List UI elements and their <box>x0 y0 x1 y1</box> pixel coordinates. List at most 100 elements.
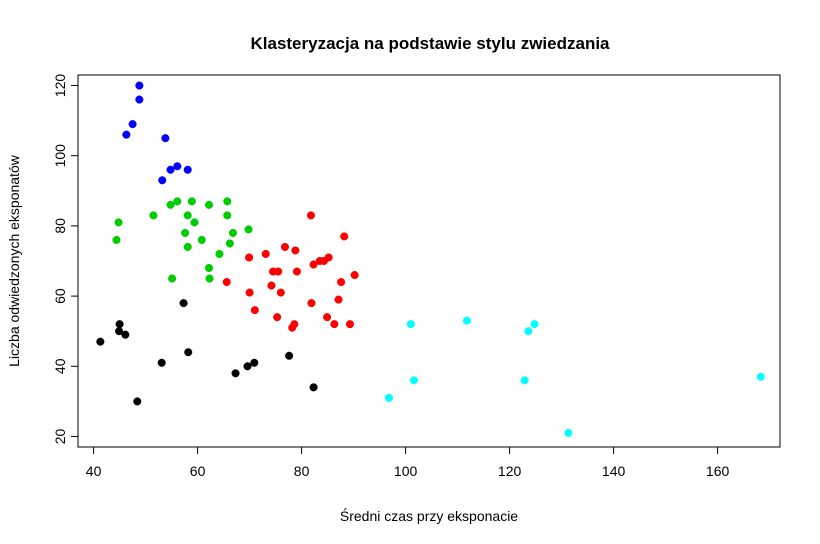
data-point <box>319 256 329 266</box>
data-point <box>564 428 573 438</box>
data-point <box>244 225 253 234</box>
data-point <box>340 232 349 241</box>
data-point <box>330 320 339 329</box>
data-point <box>204 200 214 209</box>
x-axis-label: Średni czas przy eksponacie <box>340 507 518 524</box>
x-axis: 40 60 80 100 120 140 160 <box>86 446 730 479</box>
data-point <box>245 288 254 297</box>
data-point <box>524 327 533 336</box>
data-point <box>288 323 297 332</box>
data-point <box>183 211 192 220</box>
data-point <box>267 281 276 290</box>
data-point <box>530 320 539 329</box>
data-point <box>406 320 415 329</box>
data-point <box>223 211 232 220</box>
data-point <box>204 263 214 273</box>
data-point <box>276 288 285 297</box>
data-point <box>215 249 224 259</box>
x-tick-label: 160 <box>706 463 730 479</box>
data-point <box>122 130 131 139</box>
data-point <box>181 228 190 237</box>
data-point <box>334 295 343 304</box>
chart-title: Klasteryzacja na podstawie stylu zwiedza… <box>250 34 610 53</box>
x-tick-label: 40 <box>86 463 102 479</box>
data-point <box>135 95 144 104</box>
data-point <box>250 306 259 315</box>
data-point <box>280 242 290 252</box>
data-point <box>115 320 124 329</box>
data-point <box>166 200 175 209</box>
data-point <box>309 383 318 392</box>
data-point <box>112 235 121 244</box>
cluster-1-points <box>122 81 192 185</box>
data-point <box>337 278 346 287</box>
data-point <box>135 81 144 90</box>
data-point <box>245 253 254 262</box>
y-tick-label: 120 <box>52 74 68 98</box>
y-tick-label: 40 <box>52 358 68 374</box>
data-point <box>231 369 240 378</box>
data-point <box>115 327 124 336</box>
data-point <box>273 313 282 322</box>
y-axis: 20 40 60 80 100 120 <box>52 74 79 444</box>
data-point <box>187 197 196 206</box>
data-point <box>223 197 232 206</box>
y-tick-label: 60 <box>52 288 68 304</box>
data-point <box>274 267 283 276</box>
data-point <box>462 316 472 325</box>
data-point <box>350 270 359 280</box>
data-point <box>225 239 234 248</box>
data-point <box>157 358 166 367</box>
cluster-3-points <box>222 211 359 332</box>
data-point <box>228 228 238 237</box>
data-point <box>306 211 316 220</box>
data-point <box>149 211 158 220</box>
data-point <box>222 278 231 287</box>
data-point <box>409 376 418 385</box>
data-point <box>168 274 177 283</box>
plot-frame <box>77 74 781 448</box>
data-point <box>520 376 529 385</box>
data-point <box>292 267 301 276</box>
data-point <box>184 348 193 357</box>
data-point <box>756 372 765 381</box>
data-point <box>161 134 170 143</box>
cluster-5-points <box>384 316 765 438</box>
data-point <box>128 120 137 129</box>
x-tick-label: 120 <box>498 463 522 479</box>
x-tick-label: 60 <box>190 463 206 479</box>
data-point <box>173 197 182 206</box>
data-point <box>250 358 259 367</box>
data-point <box>291 246 300 255</box>
data-point <box>166 165 175 174</box>
data-point <box>183 242 192 252</box>
data-point <box>285 351 294 360</box>
data-point <box>190 218 199 227</box>
data-point <box>309 260 318 269</box>
data-point <box>158 176 167 185</box>
data-point <box>179 299 188 308</box>
data-point <box>173 162 182 171</box>
cluster-4-points <box>96 299 318 406</box>
y-axis-label: Liczba odwiedzonych eksponatów <box>6 154 22 367</box>
data-point <box>345 320 355 329</box>
y-tick-label: 100 <box>52 144 68 168</box>
data-point <box>183 165 192 174</box>
data-point <box>384 393 394 402</box>
data-point <box>96 337 105 346</box>
data-point <box>243 362 252 371</box>
data-point <box>261 249 270 259</box>
y-tick-label: 20 <box>52 428 68 444</box>
x-tick-label: 140 <box>602 463 626 479</box>
data-point <box>114 218 123 227</box>
data-points <box>96 81 765 438</box>
x-tick-label: 100 <box>394 463 418 479</box>
data-point <box>121 330 130 339</box>
data-point <box>133 397 142 406</box>
x-tick-label: 80 <box>294 463 310 479</box>
data-point <box>197 235 206 244</box>
data-point <box>205 274 214 283</box>
y-tick-label: 80 <box>52 218 68 234</box>
cluster-2-points <box>112 197 253 283</box>
